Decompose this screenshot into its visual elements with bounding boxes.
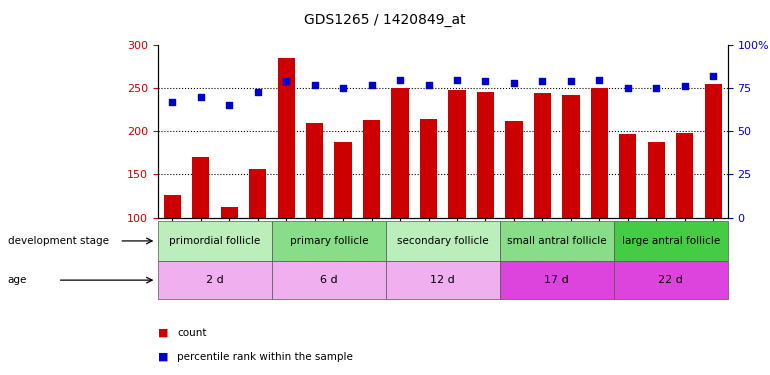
Bar — [220, 207, 238, 218]
Text: secondary follicle: secondary follicle — [397, 236, 488, 246]
Point — [451, 76, 464, 82]
Text: ■: ■ — [158, 328, 169, 338]
Text: age: age — [8, 275, 27, 285]
Text: 12 d: 12 d — [430, 275, 455, 285]
Point — [564, 78, 578, 84]
Point — [679, 83, 691, 89]
Point — [508, 80, 521, 86]
Bar — [334, 142, 352, 218]
Bar — [505, 121, 523, 218]
Point — [536, 78, 548, 84]
Point — [479, 78, 492, 84]
Point — [194, 94, 206, 100]
Bar — [705, 84, 722, 218]
Bar — [363, 120, 380, 218]
Bar — [420, 119, 437, 218]
Text: GDS1265 / 1420849_at: GDS1265 / 1420849_at — [304, 13, 466, 27]
Point — [251, 88, 263, 94]
Text: ■: ■ — [158, 352, 169, 362]
Text: percentile rank within the sample: percentile rank within the sample — [177, 352, 353, 362]
Text: 6 d: 6 d — [320, 275, 337, 285]
Bar — [391, 88, 409, 218]
Text: large antral follicle: large antral follicle — [621, 236, 720, 246]
Text: primordial follicle: primordial follicle — [169, 236, 260, 246]
Bar — [192, 157, 209, 218]
Point — [280, 78, 293, 84]
Bar — [306, 123, 323, 218]
Point — [308, 82, 320, 88]
Bar — [562, 95, 580, 218]
Bar — [448, 90, 466, 218]
Bar — [619, 134, 637, 218]
Point — [650, 85, 662, 91]
Point — [422, 82, 434, 88]
Bar — [534, 93, 551, 218]
Point — [707, 73, 719, 79]
Bar — [277, 58, 295, 217]
Text: small antral follicle: small antral follicle — [507, 236, 607, 246]
Bar — [477, 92, 494, 218]
Point — [593, 76, 605, 82]
Point — [223, 102, 236, 108]
Bar — [249, 169, 266, 217]
Point — [336, 85, 349, 91]
Point — [621, 85, 634, 91]
Text: 17 d: 17 d — [544, 275, 569, 285]
Bar — [163, 195, 181, 217]
Text: development stage: development stage — [8, 236, 109, 246]
Text: 22 d: 22 d — [658, 275, 683, 285]
Point — [365, 82, 377, 88]
Text: 2 d: 2 d — [206, 275, 224, 285]
Text: primary follicle: primary follicle — [290, 236, 368, 246]
Point — [393, 76, 407, 82]
Bar — [676, 133, 694, 218]
Bar — [591, 88, 608, 218]
Bar — [648, 142, 665, 218]
Text: count: count — [177, 328, 206, 338]
Point — [166, 99, 179, 105]
